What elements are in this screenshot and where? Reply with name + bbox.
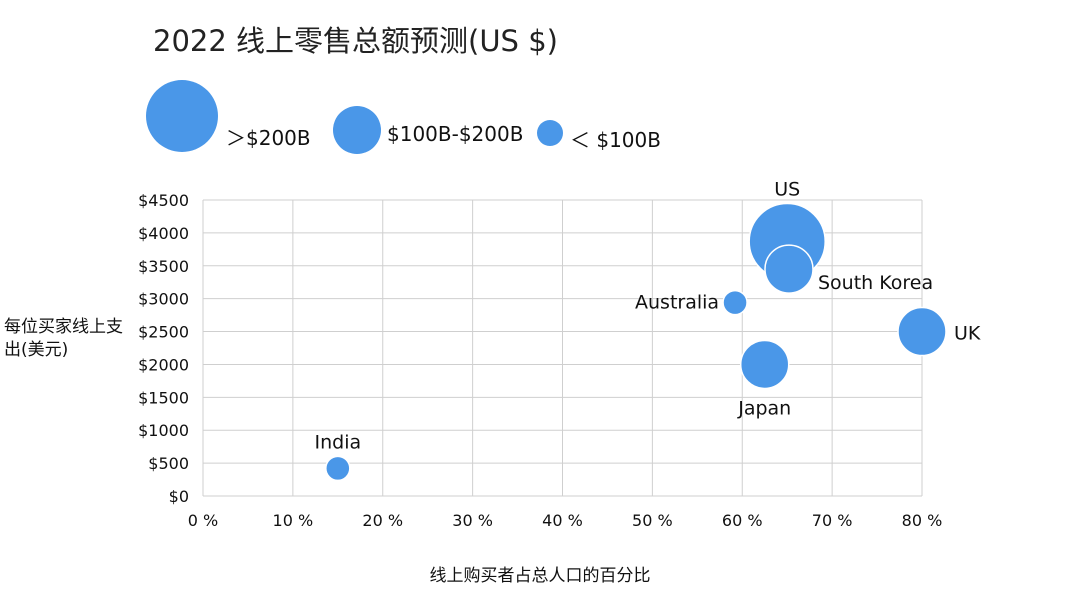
legend-small-bubble-icon — [537, 120, 563, 146]
y-tick-label: $4500 — [138, 191, 189, 210]
bubble-label-japan: Japan — [737, 397, 791, 419]
x-tick-label: 80 % — [902, 511, 943, 530]
axis-ticks: $0 $500 $1000 $1500 $2000 $2500 $3000 $3500 $400… — [138, 191, 942, 530]
y-tick-label: $3000 — [138, 290, 189, 309]
legend: ＞$200B $100B-$200B ＜ $100B — [0, 70, 720, 170]
x-tick-label: 0 % — [188, 511, 218, 530]
bubble-australia — [722, 289, 748, 316]
bubble-label-south-korea: South Korea — [818, 272, 933, 294]
y-tick-label: $500 — [148, 454, 189, 473]
bubble-label-uk: UK — [954, 323, 981, 345]
x-axis-label: 线上购买者占总人口的百分比 — [429, 566, 651, 586]
bubble-label-us: US — [774, 178, 800, 200]
x-tick-label: 40 % — [542, 511, 583, 530]
bubble-uk — [897, 306, 947, 357]
y-tick-label: $1500 — [138, 388, 189, 407]
bubble-label-india: India — [314, 431, 361, 453]
bubble-label-australia: Australia — [635, 292, 719, 314]
legend-medium-bubble-icon — [333, 106, 381, 154]
bubble-south-korea — [764, 244, 814, 294]
y-axis-label: 每位买家线上支出(美元) — [4, 317, 123, 360]
x-tick-label: 50 % — [632, 511, 673, 530]
bubble-india — [325, 455, 351, 482]
legend-large-label: ＞$200B — [226, 126, 311, 150]
legend-small-label: ＜ $100B — [570, 128, 661, 152]
x-tick-label: 60 % — [722, 511, 763, 530]
y-tick-label: $3500 — [138, 257, 189, 276]
y-tick-label: $0 — [169, 487, 189, 506]
grid-lines — [202, 199, 923, 497]
bubble-labels: US South Korea Australia UK Japan India — [314, 178, 980, 453]
y-tick-label: $4000 — [138, 224, 189, 243]
x-tick-label: 10 % — [273, 511, 314, 530]
x-tick-label: 70 % — [812, 511, 853, 530]
x-tick-label: 20 % — [362, 511, 403, 530]
bubble-japan — [739, 339, 790, 390]
y-tick-label: $1000 — [138, 421, 189, 440]
y-tick-label: $2000 — [138, 355, 189, 374]
chart-title: 2022 线上零售总额预测(US $) — [153, 24, 558, 58]
legend-medium-label: $100B-$200B — [387, 122, 524, 146]
bubbles — [325, 202, 947, 482]
y-tick-label: $2500 — [138, 323, 189, 342]
x-tick-label: 30 % — [452, 511, 493, 530]
legend-large-bubble-icon — [146, 80, 218, 152]
